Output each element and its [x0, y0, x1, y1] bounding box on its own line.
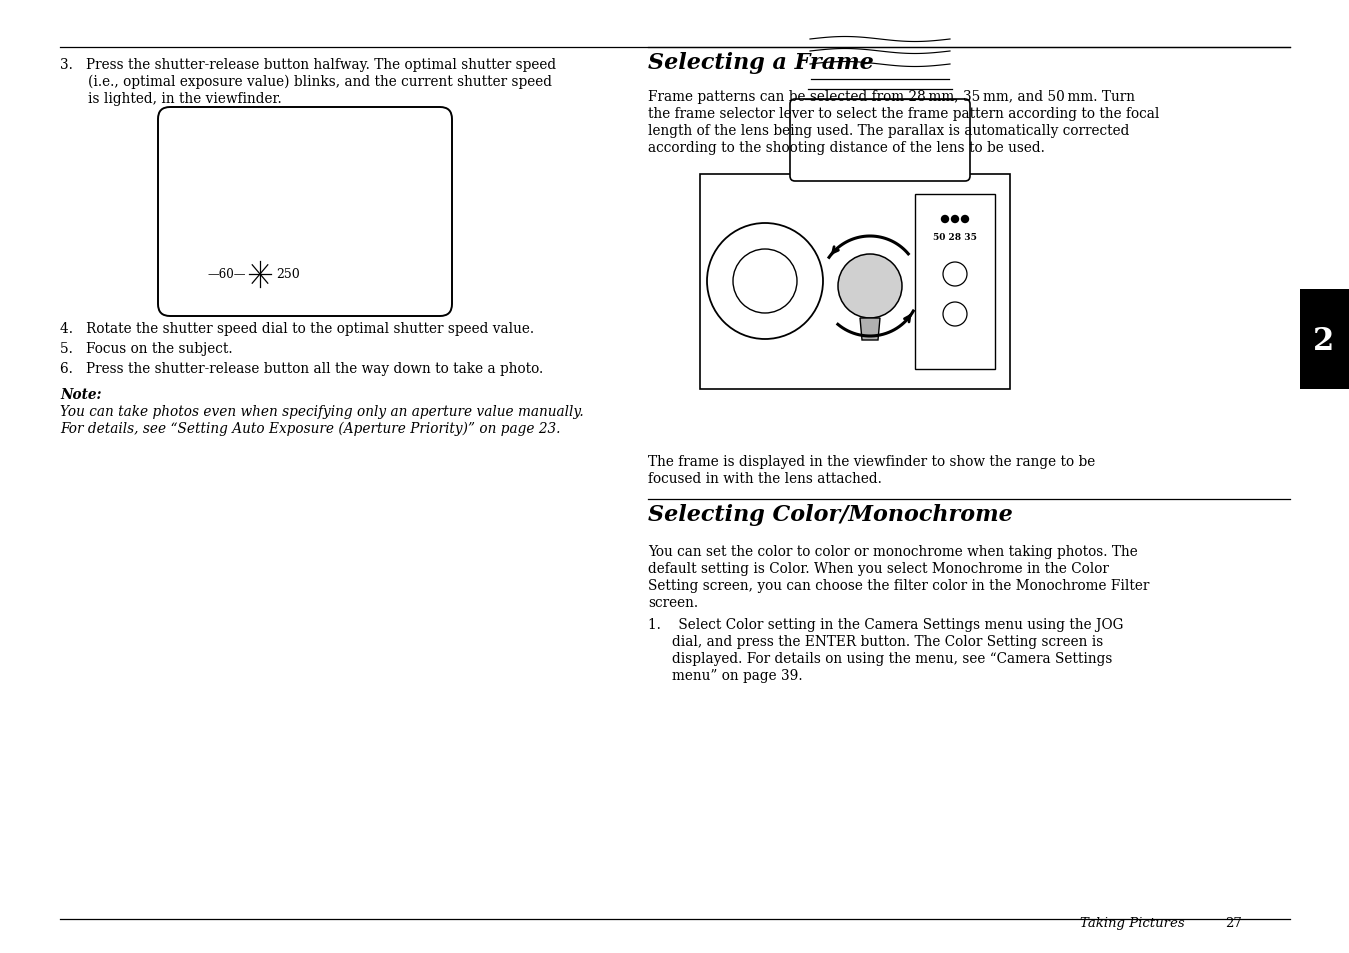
Text: 50 28 35: 50 28 35: [934, 233, 977, 242]
Text: For details, see “Setting Auto Exposure (Aperture Priority)” on page 23.: For details, see “Setting Auto Exposure …: [59, 421, 560, 436]
Circle shape: [951, 216, 959, 223]
Text: Selecting Color/Monochrome: Selecting Color/Monochrome: [648, 503, 1013, 525]
Text: dial, and press the ENTER button. The Color Setting screen is: dial, and press the ENTER button. The Co…: [672, 635, 1103, 648]
Circle shape: [942, 216, 948, 223]
Text: length of the lens being used. The parallax is automatically corrected: length of the lens being used. The paral…: [648, 124, 1129, 138]
Text: (i.e., optimal exposure value) blinks, and the current shutter speed: (i.e., optimal exposure value) blinks, a…: [88, 75, 552, 90]
Text: Frame patterns can be selected from 28 mm, 35 mm, and 50 mm. Turn: Frame patterns can be selected from 28 m…: [648, 90, 1135, 104]
Text: the frame selector lever to select the frame pattern according to the focal: the frame selector lever to select the f…: [648, 107, 1159, 121]
Bar: [700, 174, 1010, 390]
Text: Selecting a Frame: Selecting a Frame: [648, 52, 874, 74]
Text: default setting is Color. When you select Monochrome in the Color: default setting is Color. When you selec…: [648, 561, 1109, 576]
Text: Setting screen, you can choose the filter color in the Monochrome Filter: Setting screen, you can choose the filte…: [648, 578, 1149, 593]
Text: —60—: —60—: [208, 268, 246, 281]
Text: 3.   Press the shutter-release button halfway. The optimal shutter speed: 3. Press the shutter-release button half…: [59, 58, 556, 71]
Text: displayed. For details on using the menu, see “Camera Settings: displayed. For details on using the menu…: [672, 651, 1113, 665]
Text: The frame is displayed in the viewfinder to show the range to be: The frame is displayed in the viewfinder…: [648, 455, 1095, 469]
Text: according to the shooting distance of the lens to be used.: according to the shooting distance of th…: [648, 141, 1045, 154]
Text: You can take photos even when specifying only an aperture value manually.: You can take photos even when specifying…: [59, 405, 584, 418]
Text: 1.    Select Color setting in the Camera Settings menu using the JOG: 1. Select Color setting in the Camera Se…: [648, 618, 1124, 631]
Text: You can set the color to color or monochrome when taking photos. The: You can set the color to color or monoch…: [648, 544, 1137, 558]
Text: 6.   Press the shutter-release button all the way down to take a photo.: 6. Press the shutter-release button all …: [59, 361, 544, 375]
Text: Taking Pictures: Taking Pictures: [1081, 916, 1184, 929]
Text: 5.   Focus on the subject.: 5. Focus on the subject.: [59, 341, 232, 355]
FancyBboxPatch shape: [791, 100, 970, 182]
Circle shape: [962, 216, 969, 223]
Text: is lighted, in the viewfinder.: is lighted, in the viewfinder.: [88, 91, 282, 106]
Bar: [915, 194, 996, 370]
Text: Note:: Note:: [59, 388, 101, 401]
Text: 27: 27: [1225, 916, 1242, 929]
Text: menu” on page 39.: menu” on page 39.: [672, 668, 803, 682]
Text: 2: 2: [1314, 326, 1334, 357]
Text: screen.: screen.: [648, 596, 699, 609]
Text: focused in with the lens attached.: focused in with the lens attached.: [648, 472, 882, 485]
Text: 250: 250: [277, 268, 299, 281]
Circle shape: [838, 254, 902, 318]
Bar: [1300, 290, 1349, 390]
FancyBboxPatch shape: [158, 108, 452, 316]
Text: 4.   Rotate the shutter speed dial to the optimal shutter speed value.: 4. Rotate the shutter speed dial to the …: [59, 322, 534, 335]
Polygon shape: [861, 318, 880, 340]
